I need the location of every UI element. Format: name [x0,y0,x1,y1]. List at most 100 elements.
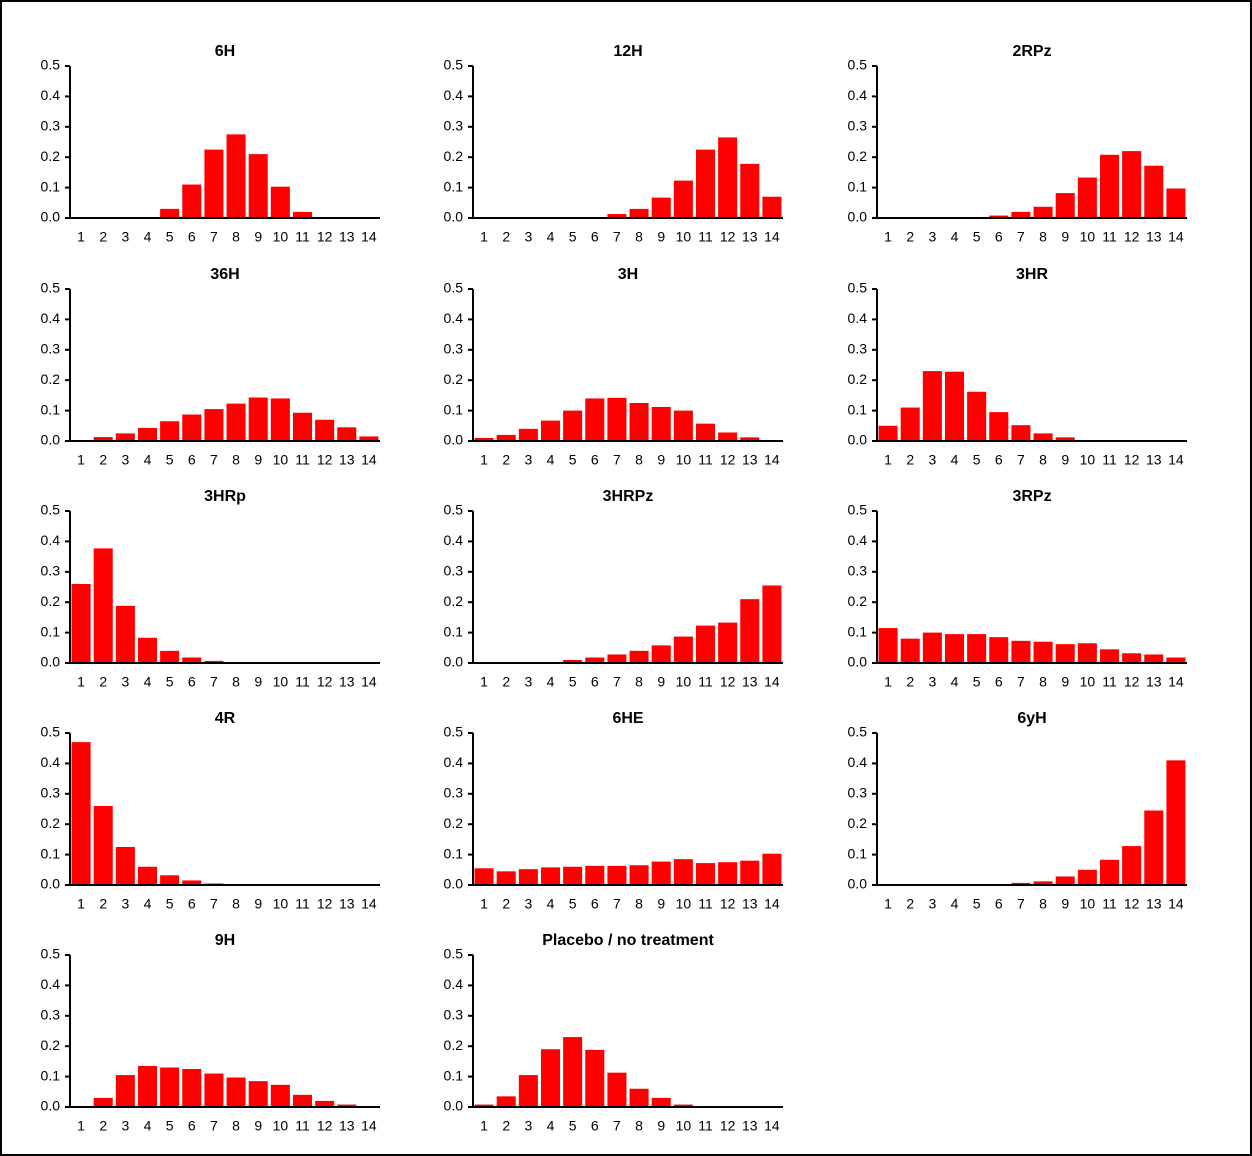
x-tick-label: 9 [657,229,665,245]
x-tick-label: 14 [764,229,780,245]
x-tick-label: 2 [99,1118,107,1134]
bar [160,875,180,885]
bar [292,412,313,441]
panel-title: 6HE [612,710,643,727]
x-tick-label: 13 [339,896,355,912]
x-tick-label: 13 [1146,896,1162,912]
y-tick-label: 0.2 [41,593,61,609]
x-tick-label: 13 [742,674,758,690]
x-tick-label: 4 [144,896,152,912]
x-tick-label: 12 [317,229,333,245]
x-tick-label: 11 [1102,896,1117,912]
x-tick-label: 7 [1017,452,1025,468]
bar [474,868,494,885]
x-tick-label: 7 [613,452,621,468]
x-tick-label: 6 [188,229,196,245]
panel-title: Placebo / no treatment [542,932,714,949]
bar [359,436,379,441]
x-tick-label: 4 [144,674,152,690]
x-tick-label: 9 [657,1118,665,1134]
bar [474,1104,494,1107]
bar [496,871,516,885]
bar [1055,876,1075,885]
bar [607,865,627,885]
bar [71,742,91,885]
x-tick-label: 11 [295,1118,310,1134]
x-tick-label: 5 [569,674,577,690]
y-tick-label: 0.5 [444,502,464,518]
y-tick-label: 0.1 [41,1067,61,1083]
bar [673,180,693,218]
y-tick-label: 0.4 [41,754,61,770]
bar [1122,653,1142,663]
bar [182,414,202,441]
x-tick-label: 13 [339,452,355,468]
bar [160,650,180,663]
panel-title: 36H [210,266,239,283]
x-tick-label: 8 [1039,674,1047,690]
y-tick-label: 0.1 [444,178,464,194]
bar [1033,206,1053,218]
x-tick-label: 5 [166,674,174,690]
x-tick-label: 4 [951,674,959,690]
bar [1033,433,1053,441]
y-tick-label: 0.4 [41,87,61,103]
x-tick-label: 11 [698,896,713,912]
y-tick-label: 0.3 [41,118,61,134]
x-tick-label: 10 [676,1118,692,1134]
x-tick-label: 3 [524,896,532,912]
x-tick-label: 5 [166,229,174,245]
y-tick-label: 0.0 [444,209,464,225]
x-tick-label: 10 [676,229,692,245]
bar [563,410,583,441]
x-tick-label: 6 [995,229,1003,245]
x-tick-label: 1 [884,896,892,912]
y-tick-label: 0.4 [444,310,464,326]
x-tick-label: 9 [254,896,262,912]
x-tick-label: 1 [480,229,488,245]
y-tick-label: 0.0 [41,1098,61,1114]
bar [989,215,1009,218]
y-tick-label: 0.3 [41,1007,61,1023]
bar [226,403,246,441]
y-tick-label: 0.0 [848,432,868,448]
x-tick-label: 12 [1124,229,1140,245]
x-tick-label: 11 [1102,674,1117,690]
bar [673,859,693,885]
x-tick-label: 10 [273,452,289,468]
y-tick-label: 0.4 [444,87,464,103]
bar [204,660,224,663]
bar [292,211,313,218]
x-tick-label: 14 [764,896,780,912]
bar [1144,810,1164,885]
bar [740,437,760,441]
bar [226,1077,246,1107]
x-tick-label: 2 [99,896,107,912]
bar [585,865,605,885]
x-tick-label: 5 [973,896,981,912]
bar [967,391,987,441]
x-tick-label: 11 [698,1118,713,1134]
x-tick-label: 3 [121,452,129,468]
y-tick-label: 0.5 [444,280,464,296]
y-tick-label: 0.0 [41,876,61,892]
y-tick-label: 0.2 [41,371,61,387]
bar [137,427,158,441]
bar [1033,641,1053,663]
y-tick-label: 0.5 [848,280,868,296]
x-tick-label: 6 [995,452,1003,468]
x-tick-label: 3 [524,229,532,245]
x-tick-label: 14 [1168,674,1184,690]
x-tick-label: 7 [1017,896,1025,912]
x-tick-label: 8 [232,674,240,690]
x-tick-label: 12 [1124,452,1140,468]
bar [137,1065,158,1107]
x-tick-label: 12 [317,452,333,468]
y-tick-label: 0.0 [848,876,868,892]
x-tick-label: 14 [361,452,377,468]
x-tick-label: 1 [480,452,488,468]
panel-title: 6yH [1017,710,1046,727]
x-tick-label: 10 [676,452,692,468]
y-tick-label: 0.5 [41,502,61,518]
